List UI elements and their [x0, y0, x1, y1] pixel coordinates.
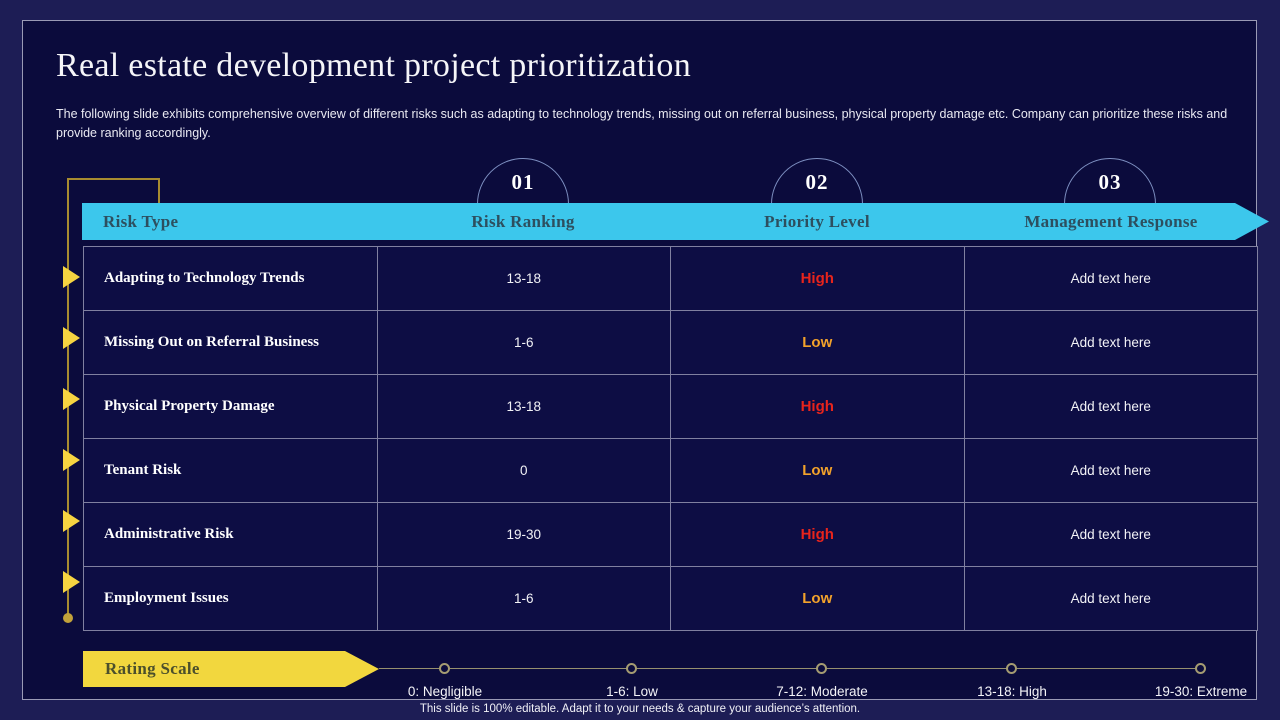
table-row: Employment Issues 1-6 Low Add text here: [83, 566, 1258, 631]
risk-type-cell: Missing Out on Referral Business: [83, 310, 378, 375]
risk-type-cell: Tenant Risk: [83, 438, 378, 503]
rating-scale-line: [379, 668, 1201, 669]
header-management-response: Management Response: [1024, 211, 1198, 231]
row-arrow-icon: [63, 509, 80, 532]
table-header-banner: Risk Type Risk Ranking Priority Level Ma…: [82, 203, 1269, 240]
step-number: 03: [1098, 170, 1122, 194]
response-placeholder-cell[interactable]: Add text here: [963, 502, 1258, 567]
page-title: Real estate development project prioriti…: [56, 47, 692, 84]
priority-value: Low: [670, 438, 965, 503]
priority-value: Low: [670, 310, 965, 375]
response-placeholder-cell[interactable]: Add text here: [963, 374, 1258, 439]
risk-type-cell: Physical Property Damage: [83, 374, 378, 439]
step-number: 01: [511, 170, 535, 194]
scale-point-icon: [1195, 663, 1206, 674]
risk-type-cell: Employment Issues: [83, 566, 378, 631]
risk-type-cell: Adapting to Technology Trends: [83, 246, 378, 311]
scale-label-high: 13-18: High: [977, 684, 1047, 699]
table-row: Tenant Risk 0 Low Add text here: [83, 438, 1258, 503]
priority-value: High: [670, 246, 965, 311]
header-priority-level: Priority Level: [764, 211, 870, 231]
risk-ranking-cell: 1-6: [376, 566, 671, 631]
risk-ranking-cell: 19-30: [376, 502, 671, 567]
row-arrow-icon: [63, 570, 80, 593]
scale-label-moderate: 7-12: Moderate: [776, 684, 868, 699]
slide-description: The following slide exhibits comprehensi…: [56, 107, 1228, 140]
row-marker-column: [63, 246, 81, 612]
scale-point-icon: [1006, 663, 1017, 674]
risk-table: Adapting to Technology Trends 13-18 High…: [83, 246, 1258, 631]
priority-value: Low: [670, 566, 965, 631]
risk-type-cell: Administrative Risk: [83, 502, 378, 567]
priority-value: High: [670, 502, 965, 567]
scale-label-extreme: 19-30: Extreme: [1154, 684, 1248, 699]
row-arrow-icon: [63, 265, 80, 288]
table-row: Missing Out on Referral Business 1-6 Low…: [83, 310, 1258, 375]
risk-ranking-cell: 0: [376, 438, 671, 503]
row-arrow-icon: [63, 448, 80, 471]
step-number: 02: [805, 170, 829, 194]
scale-label-low: 1-6: Low: [606, 684, 658, 699]
editable-note: This slide is 100% editable. Adapt it to…: [419, 703, 861, 715]
table-row: Physical Property Damage 13-18 High Add …: [83, 374, 1258, 439]
row-arrow-icon: [63, 326, 80, 349]
step-circle-3: 03: [1064, 158, 1158, 239]
rail-end-dot: [63, 613, 73, 623]
response-placeholder-cell[interactable]: Add text here: [963, 246, 1258, 311]
risk-ranking-cell: 1-6: [376, 310, 671, 375]
risk-ranking-cell: 13-18: [376, 374, 671, 439]
response-placeholder-cell[interactable]: Add text here: [963, 310, 1258, 375]
header-risk-type: Risk Type: [103, 211, 179, 231]
priority-value: High: [670, 374, 965, 439]
table-row: Adapting to Technology Trends 13-18 High…: [83, 246, 1258, 311]
table-row: Administrative Risk 19-30 High Add text …: [83, 502, 1258, 567]
rating-scale-label: Rating Scale: [105, 659, 200, 678]
risk-ranking-cell: 13-18: [376, 246, 671, 311]
scale-label-negligible: 0: Negligible: [407, 684, 483, 699]
response-placeholder-cell[interactable]: Add text here: [963, 566, 1258, 631]
scale-point-icon: [626, 663, 637, 674]
row-arrow-icon: [63, 387, 80, 410]
scale-point-icon: [439, 663, 450, 674]
rating-scale-banner: Rating Scale: [83, 651, 379, 687]
response-placeholder-cell[interactable]: Add text here: [963, 438, 1258, 503]
header-risk-ranking: Risk Ranking: [471, 211, 575, 231]
slide-frame: Real estate development project prioriti…: [22, 20, 1269, 700]
step-circle-1: 01: [477, 158, 571, 239]
step-circle-2: 02: [771, 158, 865, 239]
scale-point-icon: [816, 663, 827, 674]
